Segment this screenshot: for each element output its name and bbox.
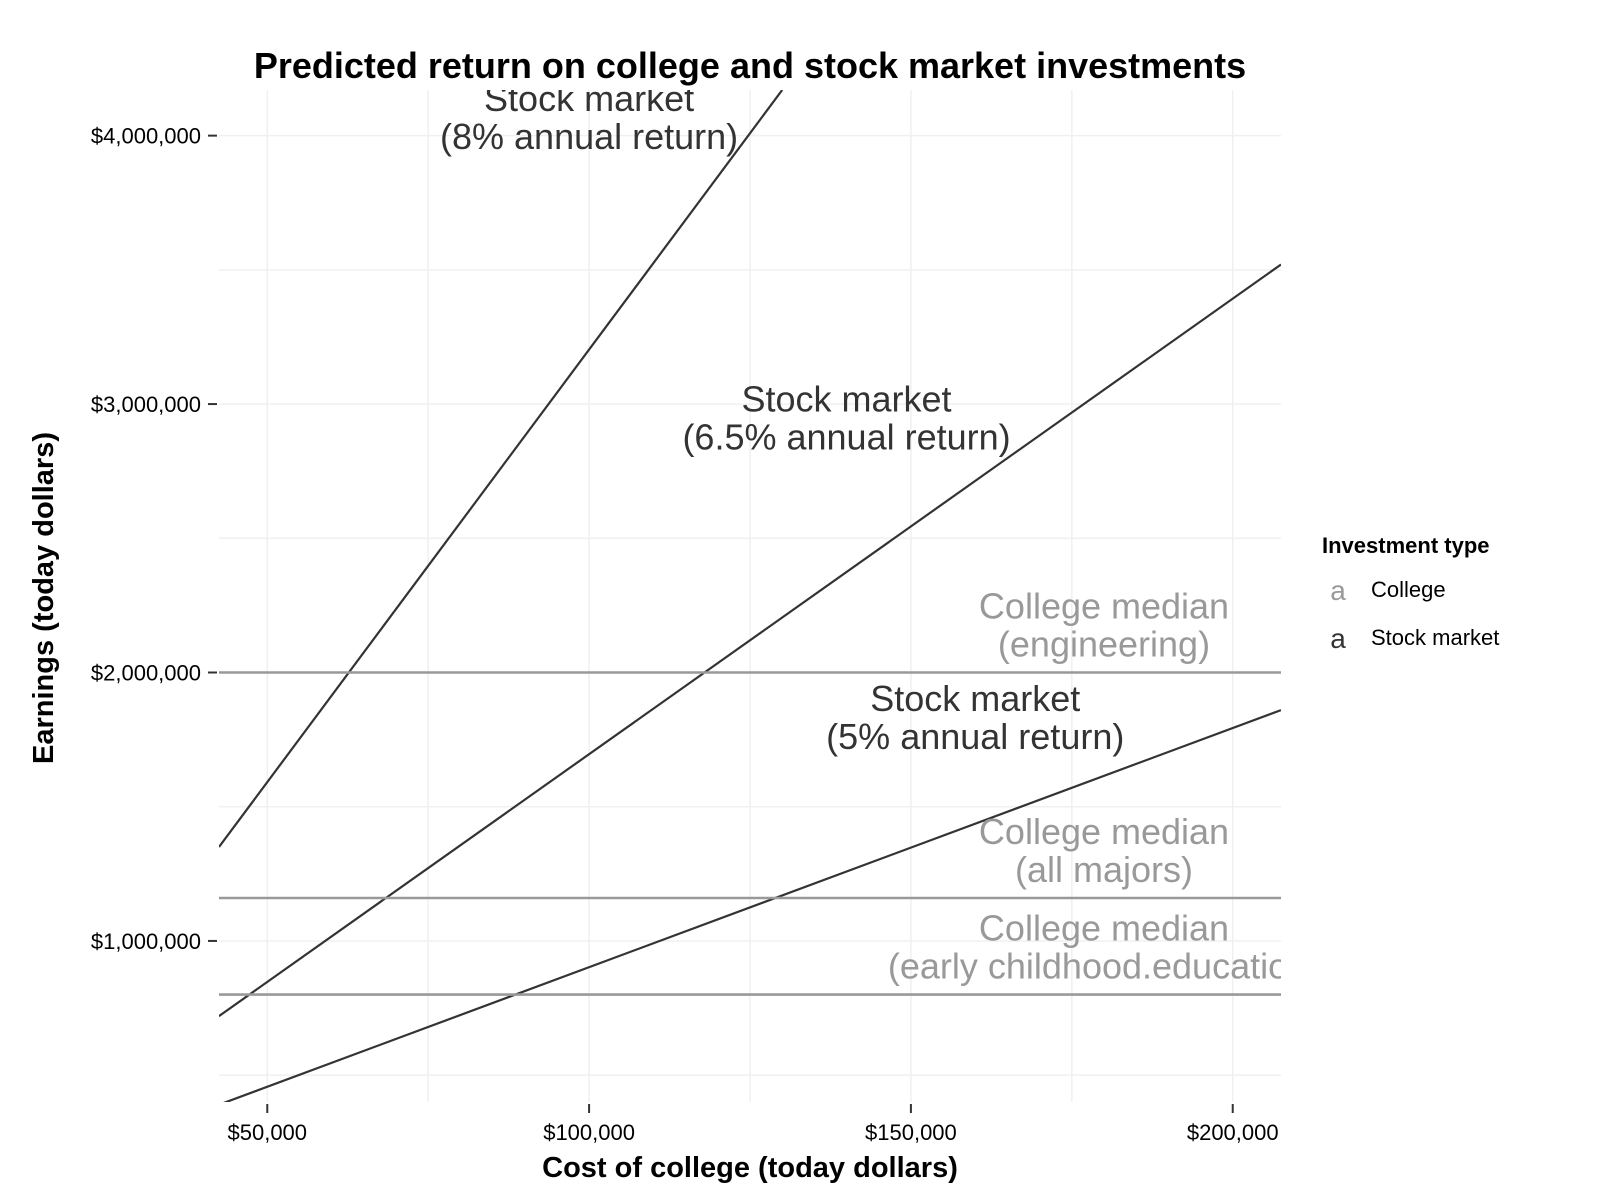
legend: Investment type a College a Stock market [1322, 533, 1499, 654]
series-label-line: Stock market [484, 78, 694, 119]
legend-key: a [1330, 623, 1346, 654]
series-label-line: (5% annual return) [826, 716, 1124, 757]
legend-title: Investment type [1322, 533, 1490, 558]
plot-area: Stock market (8% annual return)Stock mark… [219, 78, 1320, 1102]
y-tick-label: $4,000,000 [91, 124, 201, 149]
y-tick-label: $2,000,000 [91, 661, 201, 686]
series-label: College median (early childhood.education… [888, 908, 1320, 987]
series-label-line: (all majors) [1015, 849, 1193, 890]
x-tick-label: $200,000 [1187, 1120, 1279, 1145]
legend-label: Stock market [1371, 625, 1499, 650]
legend-label: College [1371, 577, 1446, 602]
series-label: Stock market (6.5% annual return) [682, 379, 1010, 458]
y-tick-label: $1,000,000 [91, 929, 201, 954]
series-label: College median (engineering) [979, 585, 1229, 664]
series-label-line: Stock market [742, 379, 952, 420]
series-label-line: (6.5% annual return) [682, 417, 1010, 458]
axes: $1,000,000 $2,000,000 $3,000,000 $4,000,000… [91, 124, 1279, 1145]
series-label-line: College median [979, 585, 1229, 626]
stock-market-line [219, 263, 1281, 1017]
legend-key: a [1330, 575, 1346, 606]
series-label: College median (all majors) [979, 811, 1229, 890]
series-label-line: College median [979, 908, 1229, 949]
series-label-line: (early childhood.education) [888, 946, 1320, 987]
y-tick-label: $3,000,000 [91, 392, 201, 417]
x-tick-label: $50,000 [228, 1120, 308, 1145]
stock-market-line [219, 90, 784, 848]
x-axis-title: Cost of college (today dollars) [542, 1152, 958, 1184]
legend-entries: a College a Stock market [1330, 575, 1499, 654]
stock-market-line [223, 709, 1281, 1102]
chart-title: Predicted return on college and stock ma… [254, 45, 1246, 86]
x-tick-label: $150,000 [865, 1120, 957, 1145]
x-tick-label: $100,000 [543, 1120, 635, 1145]
series-label-line: (engineering) [998, 623, 1210, 664]
y-axis-title: Earnings (today dollars) [28, 432, 60, 764]
series-label-line: Stock market [870, 678, 1080, 719]
series-label-line: College median [979, 811, 1229, 852]
series-label: Stock market (5% annual return) [826, 678, 1124, 757]
series-label: Stock market (8% annual return) [440, 78, 738, 157]
series-label-line: (8% annual return) [440, 116, 738, 157]
